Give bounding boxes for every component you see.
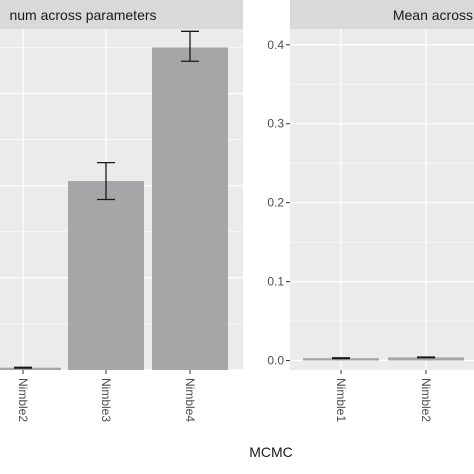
y-tick-label: 0.1 bbox=[267, 275, 284, 289]
facet-title: Mean across bbox=[393, 7, 473, 23]
bar bbox=[152, 47, 228, 370]
x-axis-title: MCMC bbox=[249, 444, 293, 460]
x-tick-label: Nimble1 bbox=[334, 378, 348, 422]
y-tick-label: 0.0 bbox=[267, 354, 284, 368]
x-tick-label: Nimble3 bbox=[99, 378, 113, 422]
bar bbox=[388, 357, 464, 361]
left-panel: num across parameters Nimble2 Nimble3 Nimbl… bbox=[0, 0, 243, 422]
bar bbox=[303, 358, 379, 361]
bar bbox=[0, 367, 61, 370]
bar bbox=[68, 181, 144, 370]
x-tick-label: Nimble2 bbox=[419, 378, 433, 422]
y-tick-label: 0.4 bbox=[267, 38, 284, 52]
y-tick-label: 0.3 bbox=[267, 117, 284, 131]
facet-title: num across parameters bbox=[9, 7, 156, 23]
y-tick-label: 0.2 bbox=[267, 196, 284, 210]
right-panel: Mean across 0.0 0.1 0.2 0.3 0.4 Nimble1 Nimble2 bbox=[267, 0, 474, 422]
x-tick-label: Nimble2 bbox=[16, 378, 30, 422]
x-tick-label: Nimble4 bbox=[183, 378, 197, 422]
facet-strip bbox=[290, 0, 474, 29]
facet-strip bbox=[0, 0, 243, 29]
panel-background bbox=[290, 29, 474, 370]
